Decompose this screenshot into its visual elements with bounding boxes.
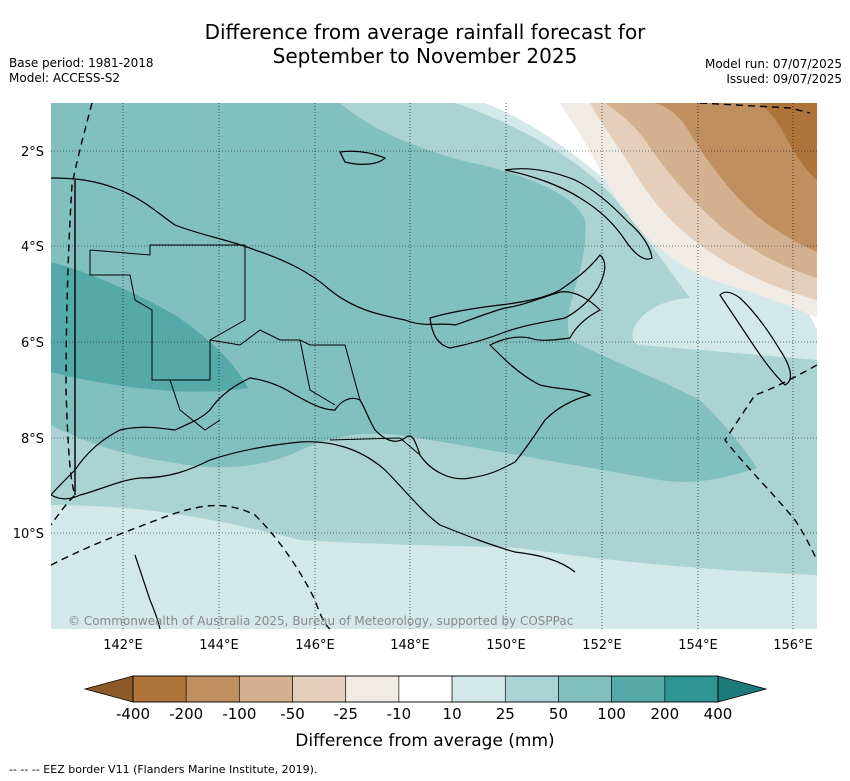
lat-label: 4°S bbox=[21, 240, 44, 255]
colorbar-tick-label: 10 bbox=[442, 705, 462, 723]
colorbar-tick-label: -10 bbox=[386, 705, 412, 723]
colorbar-bin bbox=[185, 675, 240, 703]
province-line-3 bbox=[169, 379, 221, 431]
copyright-text: © Commonwealth of Australia 2025, Bureau… bbox=[68, 614, 574, 628]
lat-label: 6°S bbox=[21, 336, 44, 351]
bougainville-coast bbox=[719, 291, 792, 386]
colorbar-tick-label: -100 bbox=[222, 705, 257, 723]
colorbar-tick-label: 50 bbox=[548, 705, 568, 723]
lon-label: 150°E bbox=[486, 638, 526, 653]
colorbar bbox=[83, 675, 768, 703]
colorbar-extend-low bbox=[83, 675, 134, 703]
lon-label: 144°E bbox=[199, 638, 239, 653]
lat-label: 2°S bbox=[21, 145, 44, 160]
colorbar-bin bbox=[292, 675, 347, 703]
new-ireland-coast bbox=[504, 168, 653, 260]
new-guinea-coast bbox=[51, 177, 601, 496]
eez-line-east-2 bbox=[724, 364, 817, 561]
zone-minus100-minus200 bbox=[655, 103, 817, 252]
map-area bbox=[51, 103, 817, 629]
title-line-2: September to November 2025 bbox=[272, 44, 578, 68]
eez-line-south bbox=[51, 504, 331, 629]
colorbar-bin bbox=[239, 675, 293, 703]
colorbar-tick-label: -400 bbox=[115, 705, 151, 723]
colorbar-tick-label: -25 bbox=[333, 705, 358, 723]
model-text: Model: ACCESS-S2 bbox=[9, 71, 121, 85]
gridlines bbox=[51, 103, 817, 629]
lat-label: 10°S bbox=[13, 527, 44, 542]
colorbar-tick-label: 200 bbox=[650, 705, 680, 723]
meta-left: Base period: 1981-2018 Model: ACCESS-S2 bbox=[9, 56, 154, 86]
colorbar-bin bbox=[558, 675, 612, 703]
colorbar-tick-label: 100 bbox=[597, 705, 626, 723]
lat-label: 8°S bbox=[21, 432, 44, 447]
coastlines bbox=[51, 150, 792, 629]
cape-york-coast bbox=[134, 554, 161, 629]
zone-100-200 bbox=[51, 262, 248, 392]
colorbar-bin bbox=[398, 675, 453, 703]
map-title: Difference from average rainfall forecas… bbox=[0, 20, 850, 68]
lon-label: 146°E bbox=[295, 638, 335, 653]
colorbar-title: Difference from average (mm) bbox=[295, 731, 555, 751]
lon-label: 142°E bbox=[103, 638, 143, 653]
title-line-1: Difference from average rainfall forecas… bbox=[204, 20, 646, 44]
model-run-text: Model run: 07/07/2025 bbox=[704, 57, 842, 71]
province-line-1 bbox=[89, 244, 246, 381]
colorbar-bin bbox=[345, 675, 400, 703]
colorbar-tick-label: 400 bbox=[703, 705, 733, 723]
colorbar-bin bbox=[664, 675, 719, 703]
colorbar-bin bbox=[611, 675, 666, 703]
colorbar-bin bbox=[451, 675, 506, 703]
colorbar-tick-label: 25 bbox=[495, 705, 515, 723]
province-line-4 bbox=[299, 339, 336, 406]
south-coast bbox=[51, 441, 576, 573]
colorbar-tick-label: -50 bbox=[280, 705, 305, 723]
lon-label: 148°E bbox=[390, 638, 430, 653]
colorbar-bin bbox=[504, 675, 559, 703]
meta-right: Model run: 07/07/2025 Issued: 09/07/2025 bbox=[705, 57, 842, 87]
eez-legend-text: -- -- -- EEZ border V11 (Flanders Marine… bbox=[9, 763, 318, 776]
colorbar-bin bbox=[132, 675, 187, 703]
eez-borders bbox=[51, 103, 817, 629]
lon-label: 156°E bbox=[773, 638, 813, 653]
issued-text: Issued: 09/07/2025 bbox=[726, 72, 842, 86]
lat-labels: 2°S 4°S 6°S 8°S 10°S bbox=[13, 145, 44, 542]
colorbar-extend-high bbox=[717, 675, 768, 703]
lon-labels: 142°E 144°E 146°E 148°E 150°E 152°E 154°… bbox=[103, 638, 813, 653]
colorbar-tick-label: -200 bbox=[169, 705, 204, 723]
manus-coast bbox=[339, 150, 387, 165]
eez-line-east bbox=[699, 103, 811, 114]
lon-label: 154°E bbox=[678, 638, 718, 653]
colorbar-frame bbox=[132, 675, 719, 703]
zone-minus200-minus400 bbox=[760, 103, 817, 180]
province-boundaries bbox=[89, 244, 421, 456]
new-britain-coast bbox=[429, 254, 606, 349]
province-line-2 bbox=[209, 329, 361, 401]
lon-label: 152°E bbox=[582, 638, 622, 653]
eez-line-west bbox=[51, 103, 93, 526]
base-period-text: Base period: 1981-2018 bbox=[9, 56, 154, 70]
